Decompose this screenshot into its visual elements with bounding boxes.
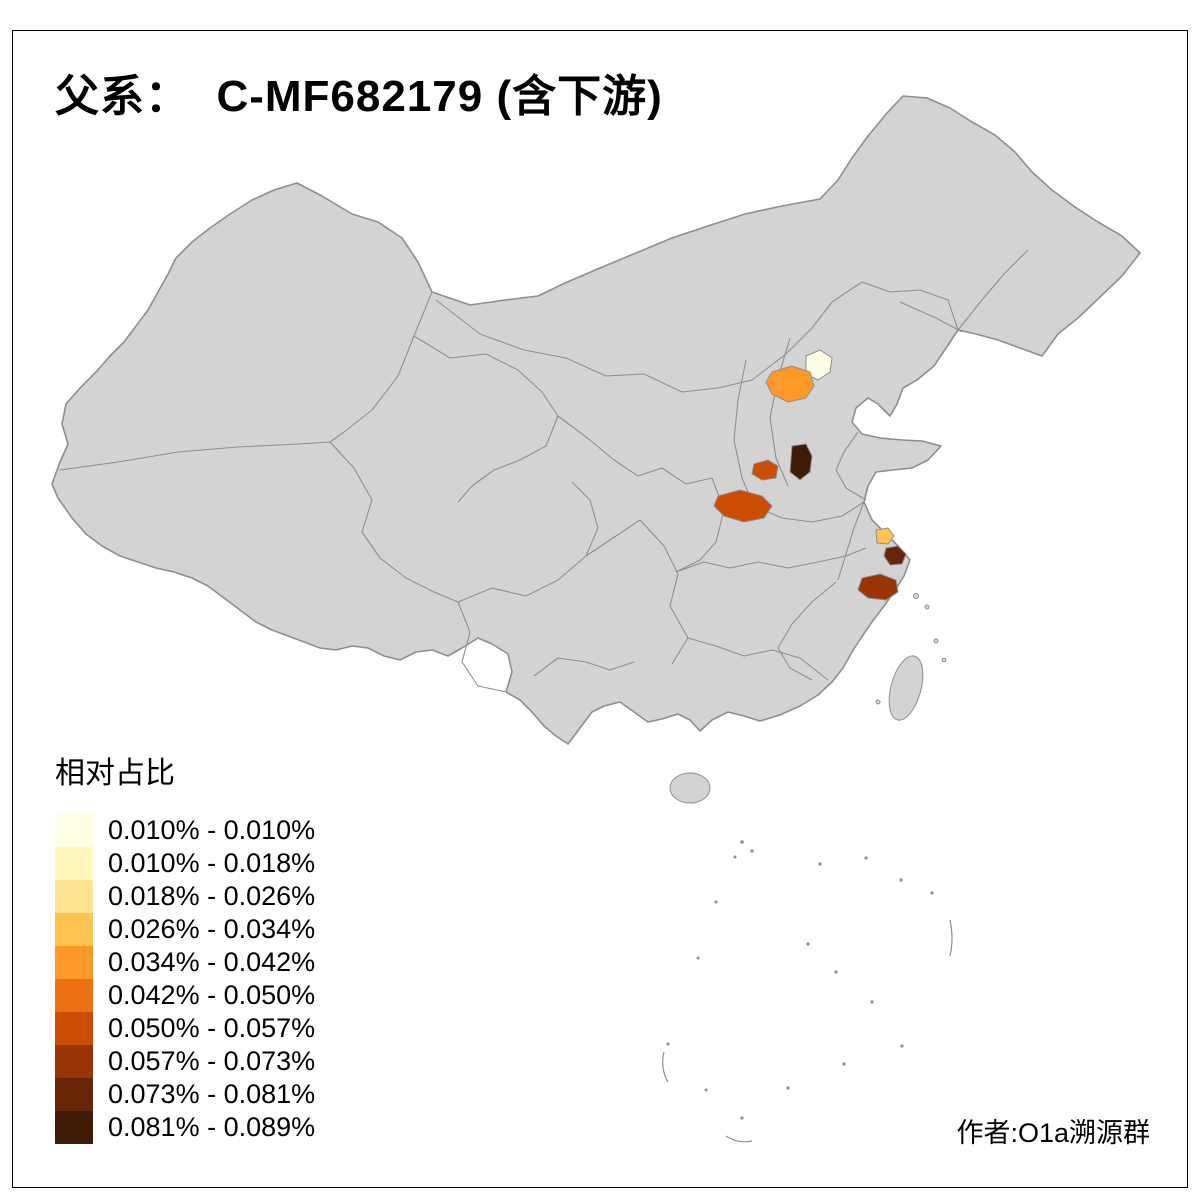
islet <box>740 1116 744 1120</box>
islands-group <box>669 593 947 804</box>
province-border <box>687 637 829 681</box>
province-border <box>457 601 507 693</box>
legend-items: 0.010% - 0.010% 0.010% - 0.018% 0.018% - 0… <box>55 814 315 1144</box>
sea-dashes-group <box>662 919 953 1143</box>
legend-swatch <box>55 946 93 979</box>
legend-swatch <box>55 1078 93 1111</box>
islet <box>834 970 838 974</box>
legend-item-label: 0.010% - 0.010% <box>108 815 316 845</box>
legend-item-label: 0.042% - 0.050% <box>108 980 316 1010</box>
province-border <box>769 337 791 487</box>
highlight-regions <box>713 349 907 601</box>
islet <box>900 1044 904 1048</box>
legend-item-label: 0.073% - 0.081% <box>108 1079 316 1109</box>
islet <box>750 849 754 853</box>
legend-swatch <box>55 1045 93 1078</box>
legend-item-label: 0.081% - 0.089% <box>108 1112 316 1142</box>
province-border <box>831 281 959 331</box>
islet <box>913 593 919 599</box>
legend-item: 0.034% - 0.042% <box>55 946 315 979</box>
province-border <box>457 481 599 603</box>
author-credit: 作者:O1a溯源群 <box>956 1118 1150 1148</box>
islet <box>864 856 868 860</box>
hainan-island <box>669 772 711 804</box>
taiwan-island <box>888 655 924 721</box>
sea-dash <box>949 919 953 957</box>
province-border <box>533 657 635 677</box>
sea-islets-group <box>666 840 934 1120</box>
province-border <box>557 415 713 485</box>
islet <box>786 1086 790 1090</box>
legend-swatch <box>55 979 93 1012</box>
highlight-region-4 <box>789 443 813 481</box>
province-borders <box>59 249 1029 693</box>
highlight-region-5 <box>713 489 773 523</box>
islet <box>930 891 934 895</box>
islet <box>933 638 939 644</box>
islet <box>818 862 822 866</box>
sea-dash <box>725 1135 753 1143</box>
legend-item: 0.010% - 0.018% <box>55 847 315 880</box>
islet <box>740 840 744 844</box>
legend-item-label: 0.018% - 0.026% <box>108 881 316 911</box>
legend-item-label: 0.050% - 0.057% <box>108 1013 316 1043</box>
province-border <box>837 501 865 581</box>
china-mainland-shape <box>51 95 1141 745</box>
legend-item: 0.081% - 0.089% <box>55 1111 315 1144</box>
islet <box>733 855 737 859</box>
islet <box>696 956 700 960</box>
legend-swatch <box>55 1111 93 1144</box>
islet <box>714 900 718 904</box>
mainland-group <box>51 95 1141 745</box>
highlight-region-3 <box>751 459 779 481</box>
legend-title: 相对占比 <box>55 757 175 790</box>
legend-item: 0.010% - 0.010% <box>55 814 315 847</box>
legend-item-label: 0.057% - 0.073% <box>108 1046 316 1076</box>
islet <box>924 604 930 610</box>
page-title: 父系： C-MF682179 (含下游) <box>55 72 663 121</box>
legend-item: 0.018% - 0.026% <box>55 880 315 913</box>
legend-swatch <box>55 847 93 880</box>
province-border <box>59 441 331 471</box>
legend-item: 0.026% - 0.034% <box>55 913 315 946</box>
legend-item: 0.050% - 0.057% <box>55 1012 315 1045</box>
islet <box>666 1042 670 1046</box>
legend: 相对占比 0.010% - 0.010% 0.010% - 0.018% 0.018… <box>55 748 315 1144</box>
sea-dash <box>662 1051 669 1083</box>
province-border <box>899 301 963 333</box>
province-border <box>329 441 459 603</box>
province-border <box>835 431 867 501</box>
legend-item: 0.042% - 0.050% <box>55 979 315 1012</box>
legend-item-label: 0.034% - 0.042% <box>108 947 316 977</box>
province-border <box>957 249 1029 331</box>
province-border <box>329 291 433 443</box>
province-border <box>675 547 867 573</box>
province-border <box>585 519 641 557</box>
islet <box>704 1088 708 1092</box>
highlight-region-7 <box>883 545 907 566</box>
highlight-region-6 <box>875 527 895 545</box>
legend-swatch <box>55 814 93 847</box>
province-border <box>639 519 689 665</box>
islet <box>842 1062 846 1066</box>
province-border <box>753 501 865 523</box>
legend-item: 0.073% - 0.081% <box>55 1078 315 1111</box>
province-border <box>733 359 755 507</box>
legend-item: 0.057% - 0.073% <box>55 1045 315 1078</box>
highlight-region-2 <box>765 365 815 403</box>
islet <box>875 699 881 705</box>
islet <box>941 657 947 663</box>
highlight-region-8 <box>857 573 899 601</box>
islet <box>899 878 903 882</box>
legend-item-label: 0.010% - 0.018% <box>108 848 316 878</box>
legend-item-label: 0.026% - 0.034% <box>108 914 316 944</box>
islet <box>870 1000 874 1004</box>
legend-swatch <box>55 1012 93 1045</box>
province-border <box>435 299 833 393</box>
legend-swatch <box>55 913 93 946</box>
legend-swatch <box>55 880 93 913</box>
province-border <box>777 581 837 681</box>
islet <box>806 942 810 946</box>
